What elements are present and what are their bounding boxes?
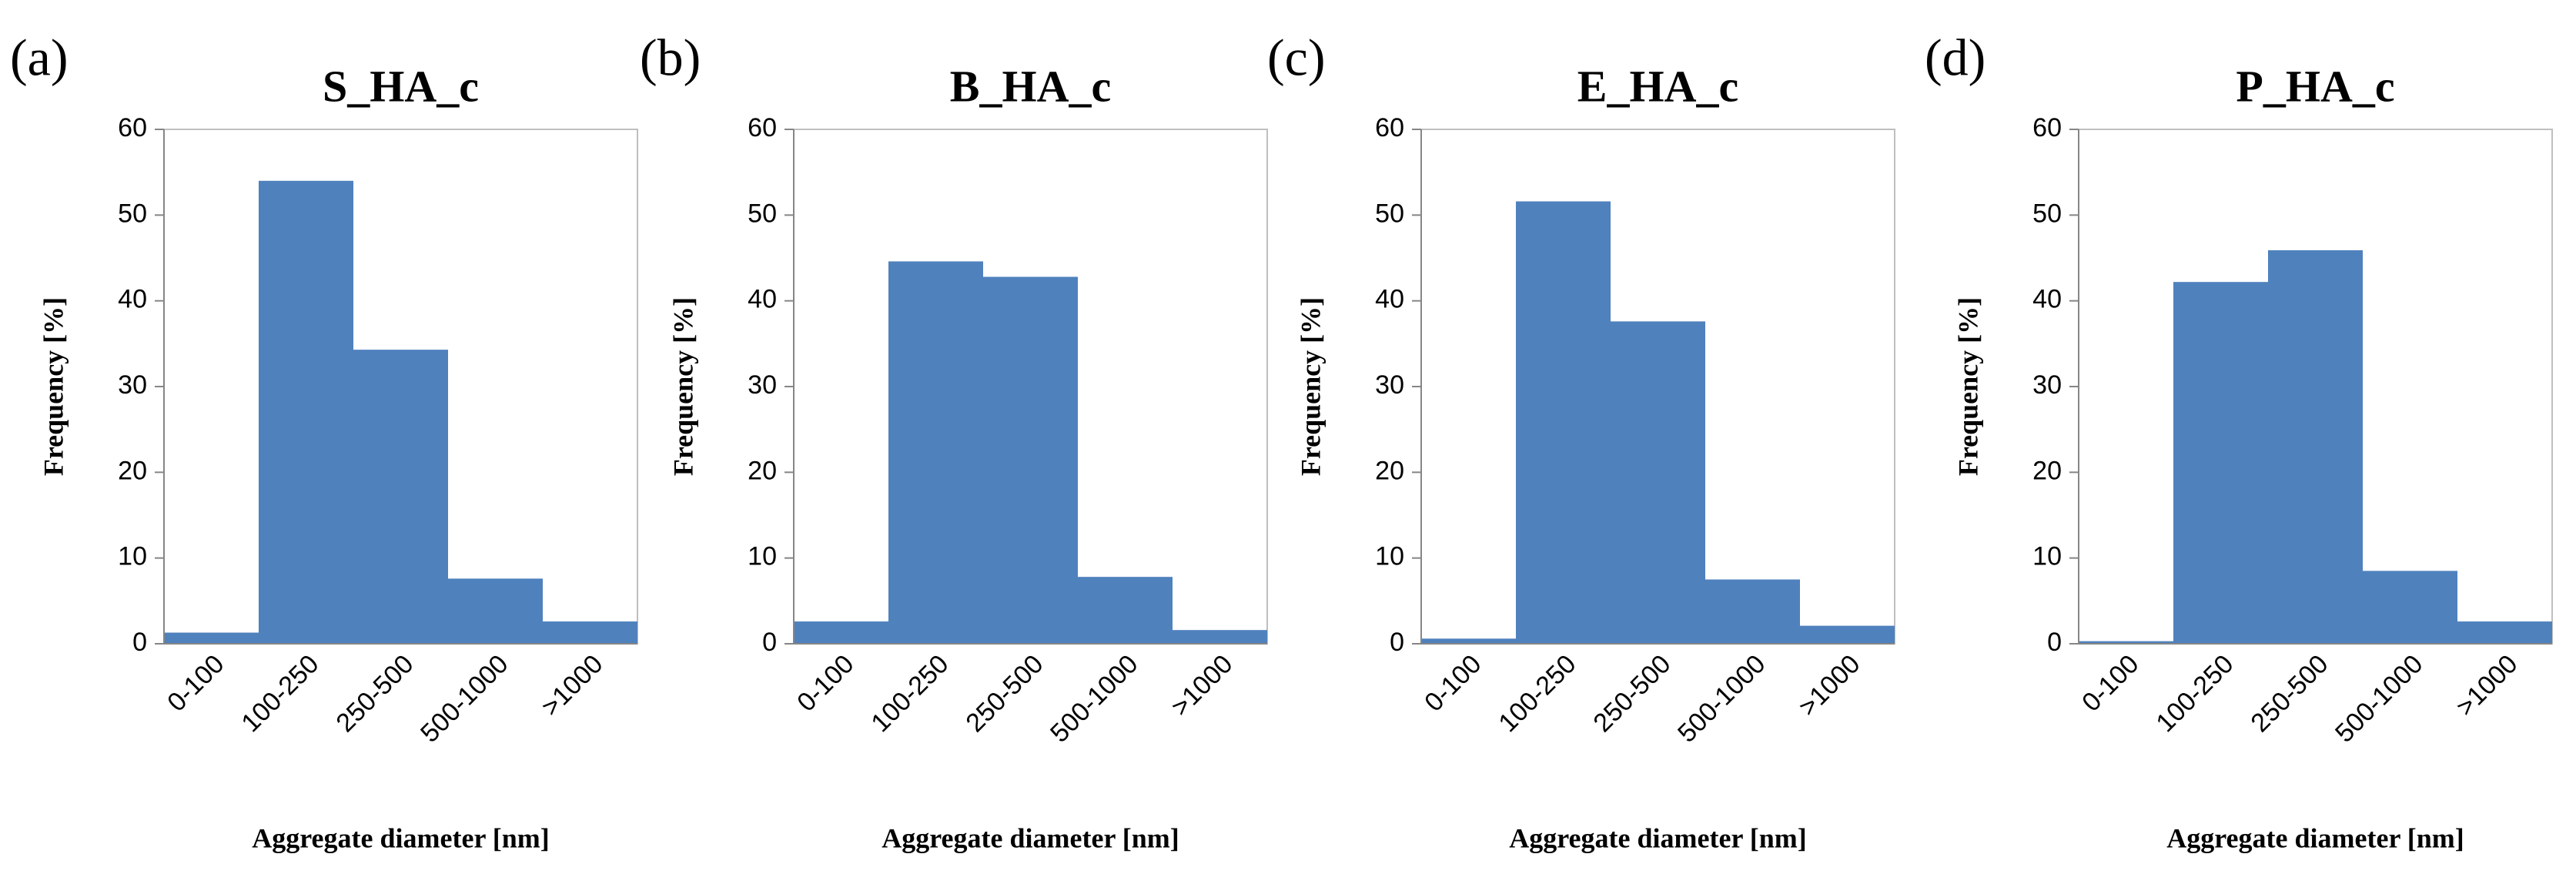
y-tick-label: 20 <box>118 456 147 485</box>
bar <box>543 621 637 644</box>
y-tick-label: 0 <box>132 628 147 657</box>
y-tick-label: 60 <box>2032 113 2062 142</box>
bar <box>1611 321 1705 644</box>
x-tick-label: 100-250 <box>865 649 954 738</box>
panel-label: (c) <box>1267 28 1325 87</box>
bar <box>2268 249 2363 644</box>
x-tick-label: 500-1000 <box>1672 649 1771 748</box>
bar <box>2079 641 2173 644</box>
x-axis-title: Aggregate diameter [nm] <box>1509 822 1807 853</box>
x-axis-title: Aggregate diameter [nm] <box>882 822 1179 853</box>
y-axis-title: Frequency [%] <box>1952 297 1983 476</box>
y-axis-title: Frequency [%] <box>38 297 69 476</box>
x-tick-label: >1000 <box>2451 649 2523 722</box>
bar <box>2363 571 2457 644</box>
bar <box>1421 638 1516 644</box>
y-tick-label: 60 <box>1375 113 1404 142</box>
bar <box>1705 579 1800 644</box>
y-tick-label: 30 <box>2032 370 2062 400</box>
y-tick-label: 50 <box>118 199 147 228</box>
bar <box>448 578 543 644</box>
y-tick-label: 0 <box>762 628 777 657</box>
x-tick-label: 0-100 <box>1419 649 1487 717</box>
y-tick-label: 0 <box>2047 628 2062 657</box>
x-axis-title: Aggregate diameter [nm] <box>2166 822 2464 853</box>
x-tick-label: 100-250 <box>2150 649 2239 738</box>
y-tick-label: 0 <box>1390 628 1404 657</box>
y-tick-label: 20 <box>748 456 777 485</box>
y-tick-label: 40 <box>2032 285 2062 314</box>
x-tick-label: 250-500 <box>1587 649 1676 738</box>
y-axis-title: Frequency [%] <box>667 297 698 476</box>
y-tick-label: 50 <box>1375 199 1404 228</box>
y-tick-label: 60 <box>748 113 777 142</box>
y-tick-label: 50 <box>748 199 777 228</box>
x-tick-label: >1000 <box>1793 649 1865 722</box>
chart-title: S_HA_c <box>323 61 479 111</box>
x-tick-label: 100-250 <box>1493 649 1581 738</box>
y-tick-label: 40 <box>748 285 777 314</box>
y-tick-label: 40 <box>118 285 147 314</box>
x-tick-label: 500-1000 <box>415 649 514 748</box>
chart-title: E_HA_c <box>1577 61 1738 111</box>
bar <box>1800 625 1895 644</box>
y-tick-label: 10 <box>748 542 777 571</box>
bar <box>353 350 448 644</box>
panel-label: (a) <box>10 28 68 87</box>
bar <box>2457 621 2552 644</box>
bar <box>1173 630 1267 644</box>
bar <box>1516 201 1611 644</box>
x-tick-label: >1000 <box>536 649 608 722</box>
x-tick-label: 0-100 <box>791 649 859 717</box>
bar <box>2173 282 2268 644</box>
y-tick-label: 30 <box>748 370 777 400</box>
bar <box>888 261 983 644</box>
panel-label: (d) <box>1925 28 1986 87</box>
x-tick-label: 100-250 <box>236 649 324 738</box>
bar <box>983 276 1078 644</box>
x-tick-label: 250-500 <box>2245 649 2333 738</box>
y-tick-label: 10 <box>1375 542 1404 571</box>
y-tick-label: 20 <box>1375 456 1404 485</box>
y-tick-label: 40 <box>1375 285 1404 314</box>
y-tick-label: 20 <box>2032 456 2062 485</box>
x-tick-label: 0-100 <box>162 649 229 717</box>
x-tick-label: 500-1000 <box>2330 649 2428 748</box>
x-tick-label: 500-1000 <box>1045 649 1143 748</box>
bar <box>259 180 353 645</box>
panel-label: (b) <box>640 28 701 87</box>
x-tick-label: >1000 <box>1166 649 1238 722</box>
y-tick-label: 50 <box>2032 199 2062 228</box>
chart-title: P_HA_c <box>2236 61 2394 111</box>
bar <box>794 621 888 644</box>
x-axis-title: Aggregate diameter [nm] <box>252 822 550 853</box>
y-tick-label: 30 <box>118 370 147 400</box>
bar <box>164 632 259 644</box>
x-tick-label: 250-500 <box>330 649 419 738</box>
y-tick-label: 10 <box>118 542 147 571</box>
y-tick-label: 10 <box>2032 542 2062 571</box>
x-tick-label: 0-100 <box>2076 649 2144 717</box>
y-tick-label: 60 <box>118 113 147 142</box>
y-axis-title: Frequency [%] <box>1295 297 1326 476</box>
y-tick-label: 30 <box>1375 370 1404 400</box>
bar <box>1078 577 1173 644</box>
x-tick-label: 250-500 <box>960 649 1049 738</box>
chart-title: B_HA_c <box>950 61 1111 111</box>
